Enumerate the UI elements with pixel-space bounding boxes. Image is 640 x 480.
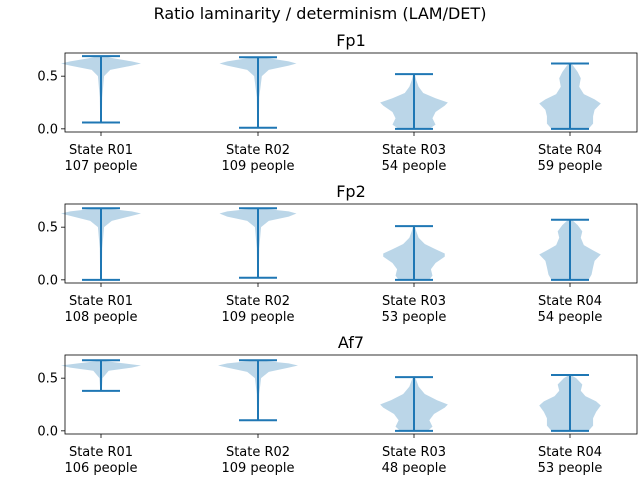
x-count-label: 59 people xyxy=(538,159,603,174)
x-tick-label: State R02 xyxy=(226,445,290,460)
axes-frame xyxy=(64,203,638,284)
x-tick-label: State R01 xyxy=(69,445,133,460)
x-tick-label: State R02 xyxy=(226,143,290,158)
axes-frame xyxy=(64,52,638,133)
x-count-label: 106 people xyxy=(64,461,137,476)
x-count-label: 107 people xyxy=(64,159,137,174)
axes-frame xyxy=(64,354,638,435)
panel-title: Fp1 xyxy=(336,31,366,50)
x-count-label: 54 people xyxy=(382,159,447,174)
y-tick-label: 0.5 xyxy=(37,70,58,85)
x-count-label: 53 people xyxy=(382,310,447,325)
panel-title: Fp2 xyxy=(336,182,366,201)
x-count-label: 48 people xyxy=(382,461,447,476)
y-tick-label: 0.0 xyxy=(37,122,58,137)
y-tick-label: 0.0 xyxy=(37,273,58,288)
x-count-label: 109 people xyxy=(221,159,294,174)
figure-suptitle: Ratio laminarity / determinism (LAM/DET) xyxy=(154,4,487,23)
y-tick-label: 0.0 xyxy=(37,424,58,439)
y-tick-label: 0.5 xyxy=(37,372,58,387)
x-tick-label: State R04 xyxy=(538,294,602,309)
x-count-label: 108 people xyxy=(64,310,137,325)
x-count-label: 109 people xyxy=(221,461,294,476)
panel-title: Af7 xyxy=(338,333,364,352)
x-tick-label: State R02 xyxy=(226,294,290,309)
y-tick-label: 0.5 xyxy=(37,221,58,236)
x-tick-label: State R01 xyxy=(69,294,133,309)
x-tick-label: State R04 xyxy=(538,445,602,460)
x-tick-label: State R03 xyxy=(382,294,446,309)
x-tick-label: State R03 xyxy=(382,143,446,158)
x-tick-label: State R03 xyxy=(382,445,446,460)
x-tick-label: State R04 xyxy=(538,143,602,158)
x-count-label: 53 people xyxy=(538,461,603,476)
x-tick-label: State R01 xyxy=(69,143,133,158)
x-count-label: 54 people xyxy=(538,310,603,325)
x-count-label: 109 people xyxy=(221,310,294,325)
